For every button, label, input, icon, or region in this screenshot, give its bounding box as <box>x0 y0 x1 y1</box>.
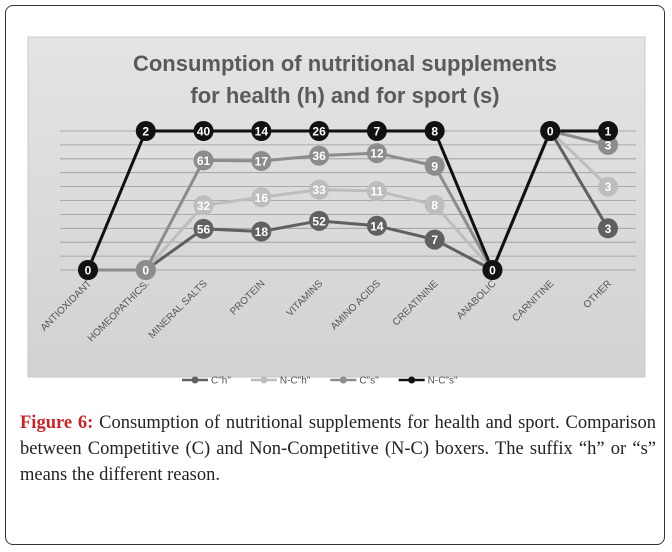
label-marker <box>598 134 618 155</box>
data-label: 8 <box>431 125 438 139</box>
data-label: 9 <box>431 159 438 173</box>
label-marker <box>366 121 387 141</box>
label-marker <box>540 121 561 141</box>
label-marker <box>135 260 156 280</box>
data-label: 52 <box>312 214 326 228</box>
data-label: 32 <box>197 199 211 213</box>
label-marker <box>309 210 330 231</box>
data-label: 12 <box>370 147 384 161</box>
data-label: 16 <box>255 191 269 205</box>
label-marker <box>309 179 330 200</box>
data-label: 0 <box>142 264 149 278</box>
label-marker <box>482 260 503 280</box>
caption: Figure 6: Consumption of nutritional sup… <box>20 410 656 488</box>
legend-label: C"h" <box>211 376 231 387</box>
data-label: 0 <box>85 264 92 278</box>
label-marker <box>309 121 330 141</box>
legend-marker <box>191 376 199 384</box>
data-label: 14 <box>370 219 384 233</box>
data-label: 61 <box>197 154 211 168</box>
label-marker <box>251 221 272 242</box>
data-label: 18 <box>255 225 269 239</box>
data-label: 7 <box>374 125 381 139</box>
data-label: 33 <box>312 183 326 197</box>
label-marker <box>251 121 272 141</box>
figure-frame <box>5 5 665 545</box>
chart-panel <box>27 36 646 378</box>
label-marker <box>193 150 214 171</box>
data-label: 14 <box>255 125 269 139</box>
grid <box>60 130 636 271</box>
data-label: 3 <box>605 138 612 152</box>
data-label: 2 <box>142 125 149 139</box>
caption-text: Consumption of nutritional supplements f… <box>20 413 656 485</box>
data-label: 36 <box>312 149 326 163</box>
label-marker <box>193 121 214 141</box>
legend-label: N-C"h" <box>280 376 311 387</box>
legend-marker <box>260 376 268 384</box>
legend-label: N-C"s" <box>428 376 458 387</box>
chart-title: Consumption of nutritional supplements f… <box>132 51 558 108</box>
data-label: 26 <box>312 125 326 139</box>
data-label: 8 <box>431 198 438 212</box>
label-marker <box>78 260 98 280</box>
legend-marker <box>408 376 416 384</box>
caption-label: Figure 6: <box>20 413 94 433</box>
label-marker <box>135 121 156 141</box>
label-marker <box>309 145 330 166</box>
series-line <box>86 129 608 274</box>
label-marker <box>424 155 445 176</box>
label-marker <box>193 218 214 239</box>
label-marker <box>193 195 214 216</box>
label-marker <box>366 143 387 164</box>
label-marker <box>366 181 387 202</box>
label-marker <box>424 229 445 250</box>
data-label: 3 <box>605 180 612 194</box>
legend-label: C"s" <box>359 376 379 387</box>
label-marker <box>251 187 272 208</box>
label-marker <box>598 121 618 141</box>
data-label: 1 <box>605 125 612 139</box>
data-label: 17 <box>255 154 269 168</box>
data-label: 40 <box>197 125 211 139</box>
data-label: 11 <box>371 185 384 199</box>
data-label: 56 <box>197 222 211 236</box>
label-marker <box>424 121 445 141</box>
data-label: 7 <box>431 233 438 247</box>
data-label: 3 <box>605 222 612 236</box>
label-marker <box>598 176 618 197</box>
label-marker <box>598 218 618 239</box>
label-marker <box>424 194 445 215</box>
label-marker <box>251 150 272 171</box>
data-label: 0 <box>547 125 554 139</box>
legend-marker <box>339 376 347 384</box>
label-marker <box>366 215 387 236</box>
data-label: 0 <box>489 264 496 278</box>
